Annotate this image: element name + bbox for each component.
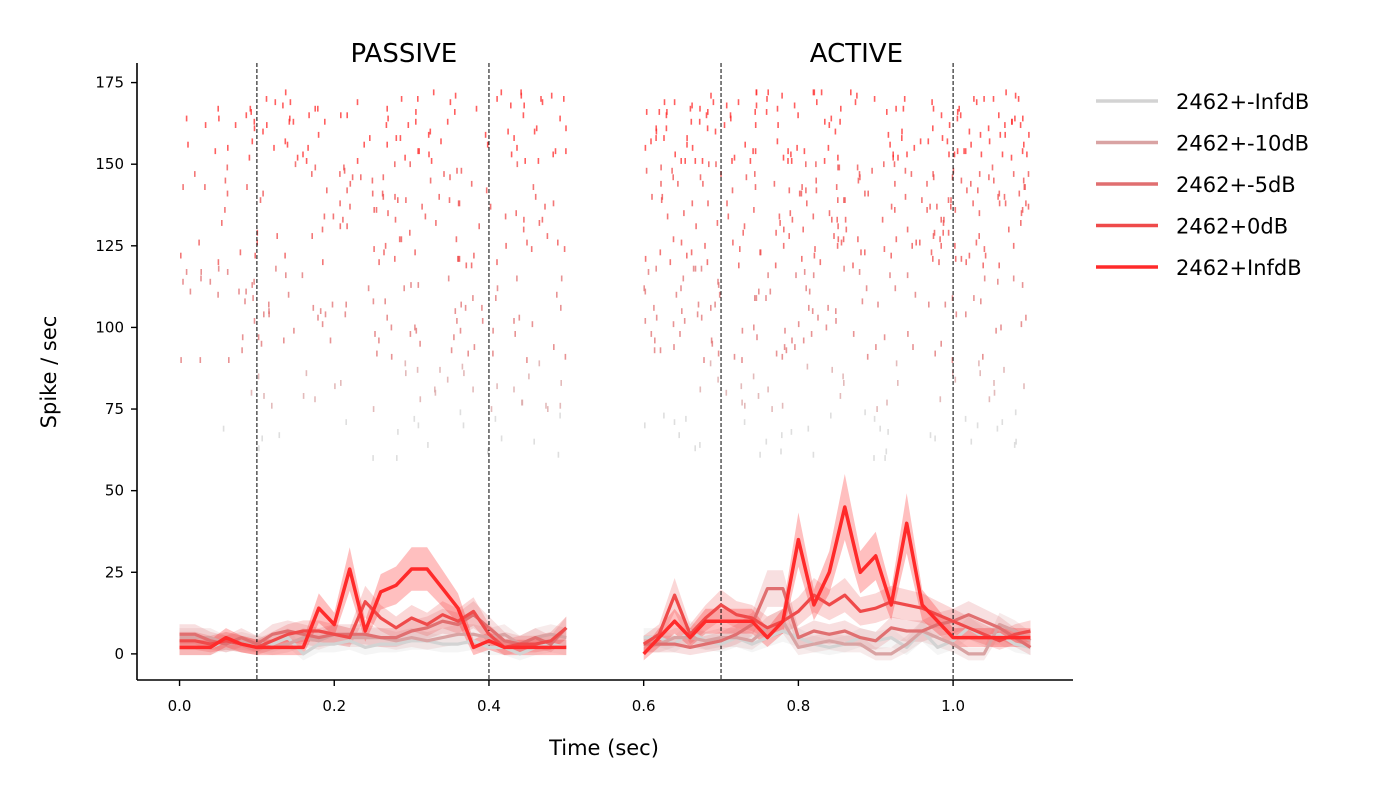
error-band-2462+InfdB-passive bbox=[179, 547, 567, 656]
tick-labels: 0.0 0.2 0.4 0.6 0.8 1.0 0 25 50 75 100 125 150 175 bbox=[95, 74, 965, 715]
y-tick-label: 25 bbox=[105, 563, 124, 581]
psth-line-2462+InfdB-active bbox=[642, 505, 1031, 656]
x-axis-label: Time (sec) bbox=[548, 736, 659, 760]
psth-line-2462+-10dB-passive bbox=[179, 632, 567, 650]
legend-label: 2462+-5dB bbox=[1176, 173, 1296, 197]
spike-rasters bbox=[180, 89, 1030, 461]
x-tick-label: 1.0 bbox=[941, 697, 965, 715]
psth-line-2462+0dB-active bbox=[642, 593, 1031, 646]
y-axis-label: Spike / sec bbox=[37, 316, 61, 429]
y-tick-label: 125 bbox=[95, 237, 124, 255]
y-tick-label: 150 bbox=[95, 155, 124, 173]
error-band-2462+-10dB-active bbox=[643, 608, 1031, 661]
psth-line-2462+-10dB-active bbox=[643, 619, 1032, 656]
x-tick-label: 0.6 bbox=[632, 697, 656, 715]
legend-label: 2462+InfdB bbox=[1176, 256, 1302, 280]
x-tick-label: 0.2 bbox=[322, 697, 346, 715]
psth-lines bbox=[179, 505, 1032, 656]
y-tick-label: 100 bbox=[95, 318, 124, 336]
x-tick-label: 0.0 bbox=[168, 697, 192, 715]
y-tick-label: 50 bbox=[105, 482, 124, 500]
psth-line-2462+-5dB-active bbox=[643, 586, 1032, 650]
legend-label: 2462+-10dB bbox=[1176, 132, 1309, 156]
legend-label: 2462+0dB bbox=[1176, 215, 1288, 239]
y-tick-label: 175 bbox=[95, 74, 124, 92]
legend-label: 2462+-InfdB bbox=[1176, 90, 1309, 114]
psth-line-2462+-5dB-passive bbox=[179, 613, 568, 646]
y-tick-label: 75 bbox=[105, 400, 124, 418]
stimulus-markers bbox=[256, 63, 954, 680]
panel-title-active: ACTIVE bbox=[810, 39, 903, 69]
y-tick-label: 0 bbox=[114, 645, 124, 663]
x-tick-label: 0.4 bbox=[477, 697, 501, 715]
legend: 2462+-InfdB 2462+-10dB 2462+-5dB 2462+0dB 24… bbox=[1096, 90, 1309, 280]
error-band-2462+-5dB-active bbox=[643, 570, 1031, 656]
panel-titles: PASSIVE ACTIVE bbox=[351, 39, 904, 69]
error-band-2462+0dB-active bbox=[643, 578, 1031, 653]
x-tick-label: 0.8 bbox=[786, 697, 810, 715]
panel-title-passive: PASSIVE bbox=[351, 39, 458, 69]
psth-line-2462+InfdB-passive bbox=[179, 567, 567, 650]
axes bbox=[136, 63, 1073, 681]
